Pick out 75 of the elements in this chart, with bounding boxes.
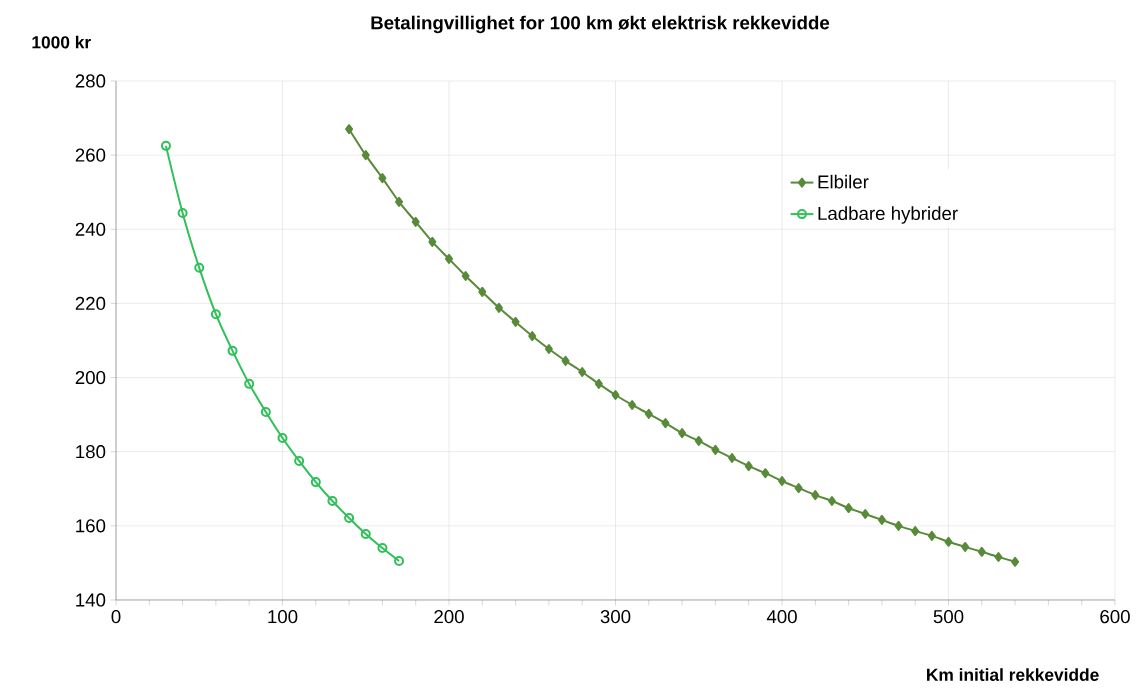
- y-tick-label: 140: [76, 593, 106, 607]
- point: [711, 444, 720, 455]
- point: [644, 408, 653, 419]
- point: [327, 496, 338, 506]
- point: [894, 520, 903, 531]
- point: [445, 253, 454, 264]
- point: [977, 546, 986, 557]
- point: [244, 378, 255, 389]
- point: [694, 435, 703, 446]
- point: [377, 543, 388, 554]
- x-tick-label: 300: [600, 610, 631, 624]
- point: [511, 316, 520, 327]
- point: [761, 468, 770, 479]
- point: [911, 526, 920, 537]
- point: [544, 344, 553, 355]
- point: [611, 389, 620, 400]
- point: [561, 355, 570, 366]
- x-tick-label: 0: [111, 610, 121, 624]
- y-tick-label: 240: [75, 222, 106, 236]
- point: [344, 513, 355, 524]
- point: [728, 453, 737, 463]
- point: [744, 461, 753, 472]
- point: [294, 455, 305, 466]
- point: [461, 270, 470, 281]
- y-tick-label: 200: [75, 370, 106, 385]
- point: [227, 345, 238, 356]
- point: [260, 407, 271, 418]
- y-tick-label: 220: [75, 296, 106, 311]
- x-tick-label: 100: [268, 610, 298, 624]
- point: [578, 366, 587, 377]
- point: [361, 150, 370, 161]
- point: [661, 418, 670, 429]
- legend-label: Ladbare hybrider: [818, 206, 958, 224]
- y-tick-label: 280: [75, 74, 106, 88]
- x-tick-label: 400: [766, 610, 797, 624]
- point: [160, 140, 171, 151]
- point: [395, 196, 404, 207]
- point: [310, 477, 321, 488]
- chart-title: Betalingvillighet for 100 km økt elektrisk rekkevidde: [371, 15, 830, 34]
- point: [528, 331, 537, 342]
- x-tick-label: 500: [933, 610, 964, 624]
- point: [428, 236, 437, 247]
- point: [877, 514, 886, 525]
- point: [378, 173, 387, 184]
- point: [1011, 556, 1020, 567]
- point: [345, 124, 354, 135]
- x-axis-title: Km initial rekkevidde: [927, 668, 1099, 681]
- point: [678, 428, 687, 439]
- point: [844, 503, 853, 514]
- point: [778, 475, 786, 486]
- point: [411, 216, 420, 227]
- y-tick-label: 260: [75, 148, 106, 162]
- point: [794, 483, 803, 494]
- point: [811, 490, 820, 501]
- point: [861, 508, 870, 519]
- point: [927, 530, 936, 541]
- point: [961, 541, 970, 552]
- point: [194, 262, 205, 273]
- x-tick-label: 200: [434, 610, 464, 624]
- point: [360, 529, 371, 539]
- point: [827, 496, 836, 506]
- y-tick-label: 180: [76, 445, 106, 459]
- x-tick-label: 600: [1100, 610, 1130, 624]
- point: [994, 551, 1003, 562]
- point: [177, 207, 188, 218]
- legend-label: Elbiler: [818, 174, 869, 189]
- point: [478, 286, 487, 297]
- point: [628, 399, 637, 410]
- point: [210, 309, 221, 320]
- point: [494, 302, 503, 313]
- point: [277, 432, 288, 443]
- point: [594, 378, 603, 389]
- y-tick-label: 160: [76, 519, 106, 533]
- y-axis-title: 1000 kr: [32, 35, 91, 49]
- point: [944, 536, 953, 547]
